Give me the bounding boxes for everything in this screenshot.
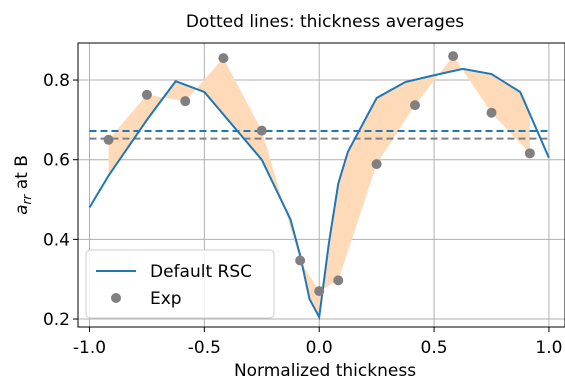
x-axis: -1.0 -0.5 0.0 0.5 1.0: [73, 327, 562, 358]
legend-box: [85, 249, 275, 319]
x-tick-label: 0.0: [306, 338, 333, 358]
y-tick-label: 0.6: [43, 151, 70, 171]
y-tick-label: 0.2: [43, 310, 70, 330]
exp-point: [333, 275, 344, 286]
legend-label-default-rsc: Default RSC: [150, 262, 252, 282]
exp-point: [371, 159, 382, 170]
y-tick-label: 0.8: [43, 71, 70, 91]
default-rsc-line: [88, 67, 550, 321]
exp-point: [409, 100, 420, 111]
x-tick-label: 0.5: [421, 338, 448, 358]
x-tick-label: 1.0: [535, 338, 562, 358]
y-tick-label: 0.4: [43, 230, 70, 250]
exp-point: [314, 286, 325, 297]
exp-point: [141, 89, 152, 100]
exp-point: [103, 134, 114, 145]
chart-title: Dotted lines: thickness averages: [186, 12, 464, 32]
y-axis: 0.2 0.4 0.6 0.8: [43, 71, 78, 330]
legend: Default RSC Exp: [85, 249, 275, 319]
exp-series: [103, 51, 535, 297]
exp-point: [486, 107, 497, 118]
exp-point: [524, 148, 535, 159]
default-rsc-series: [88, 67, 550, 321]
exp-point: [180, 96, 191, 107]
exp-point: [218, 53, 229, 64]
exp-point: [256, 125, 267, 136]
difference-band-area: [108, 56, 530, 318]
x-axis-label: Normalized thickness: [234, 361, 416, 379]
exp-point: [295, 255, 306, 266]
x-tick-label: -0.5: [188, 338, 221, 358]
legend-label-exp: Exp: [150, 289, 182, 309]
x-tick-label: -1.0: [73, 338, 106, 358]
legend-marker-swatch: [111, 293, 121, 303]
difference-band: [108, 56, 530, 318]
y-axis-label: arr at B: [12, 155, 34, 215]
exp-point: [448, 51, 459, 62]
plot-frame: [77, 42, 565, 328]
